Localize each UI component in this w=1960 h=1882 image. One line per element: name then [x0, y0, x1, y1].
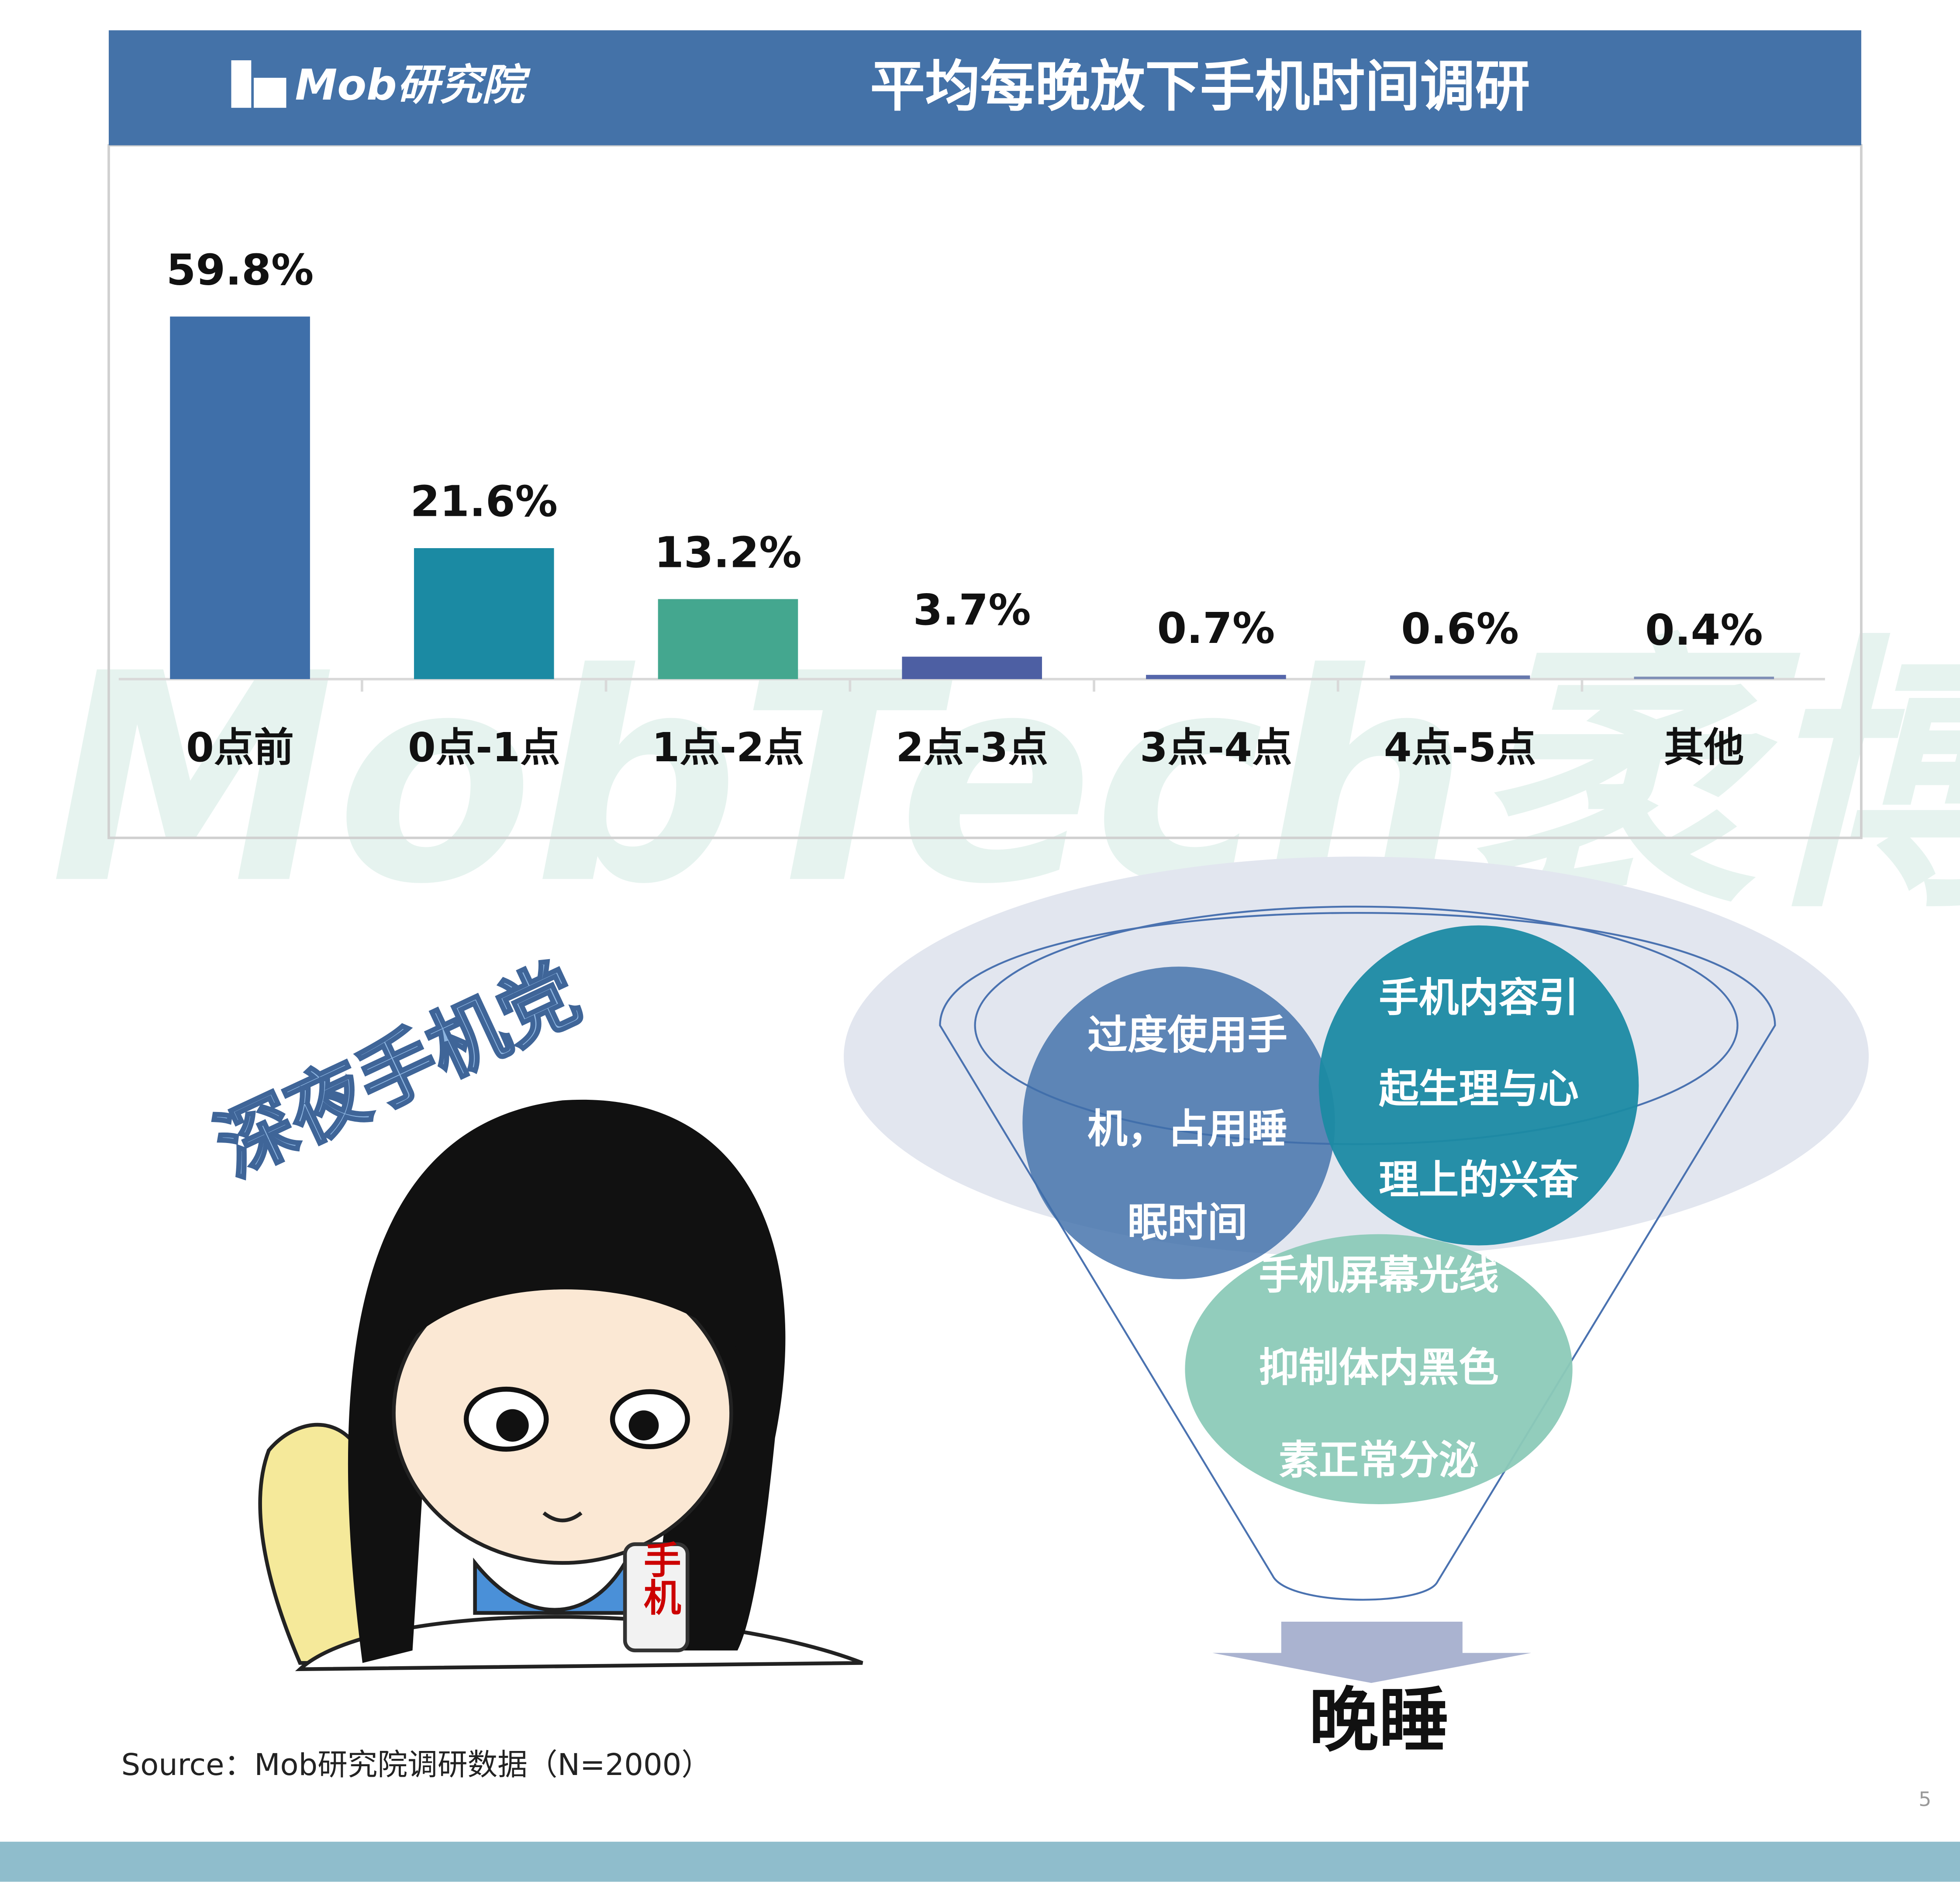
value-label: 3.7% — [913, 585, 1031, 635]
source: Source：Mob研究院调研数据（N=2000） — [121, 1747, 711, 1782]
funnel-text-line: 抑制体内黑色 — [1259, 1344, 1498, 1391]
bar — [658, 599, 798, 679]
header-bar — [109, 30, 1861, 145]
funnel-circle — [1185, 1234, 1573, 1504]
funnel-outline — [939, 912, 1776, 1601]
value-label: 21.6% — [410, 477, 558, 526]
bars: 59.8% 0点前 21.6% 0点-1点 13.2% 1点-2点 3.7% 2点-3点 0.7… — [166, 245, 1774, 771]
x-tick-label: 0点前 — [186, 724, 294, 771]
logo-icon — [254, 78, 286, 108]
funnel-text-line: 手机内容引 — [1379, 974, 1579, 1021]
arrow-body — [1281, 1621, 1463, 1657]
value-label: 0.6% — [1401, 604, 1519, 653]
value-label: 0.4% — [1645, 605, 1763, 655]
header-title: 平均每晚放下手机时间调研 — [870, 54, 1530, 118]
value-label: 13.2% — [654, 528, 802, 577]
arrow-head — [1212, 1653, 1532, 1683]
funnel-result: 晚睡 — [1309, 1679, 1449, 1761]
funnel-text-line: 手机屏幕光线 — [1259, 1252, 1498, 1298]
footer-band — [0, 1841, 1960, 1882]
page-number: 5 — [1919, 1787, 1931, 1811]
funnel-text-line: 过度使用手 — [1087, 1012, 1287, 1058]
cartoon: 手机 — [258, 1099, 863, 1671]
x-tick-label: 1点-2点 — [652, 724, 804, 771]
bar — [414, 548, 554, 679]
funnel-text-line: 机，占用睡 — [1087, 1105, 1287, 1152]
funnel-circle — [1022, 967, 1335, 1279]
funnel-circle — [1318, 925, 1639, 1246]
funnel-text-line: 起生理与心 — [1379, 1065, 1579, 1112]
x-tick-label: 3点-4点 — [1140, 724, 1292, 771]
funnel-text-line: 理上的兴奋 — [1379, 1157, 1579, 1203]
logo-text: Mob研究院 — [295, 60, 531, 110]
bar — [1390, 675, 1530, 679]
x-tick-label: 2点-3点 — [896, 724, 1048, 771]
phone-label: 手机 — [637, 1540, 681, 1616]
x-tick-label: 其他 — [1664, 724, 1744, 771]
value-label: 0.7% — [1157, 604, 1275, 653]
bar — [902, 656, 1042, 679]
bar — [1146, 675, 1286, 679]
x-tick-label: 4点-5点 — [1384, 724, 1536, 771]
logo-icon — [231, 60, 252, 108]
funnel-text-line: 眠时间 — [1128, 1199, 1248, 1246]
funnel-text-line: 素正常分泌 — [1279, 1437, 1479, 1483]
value-label: 59.8% — [166, 245, 314, 294]
bar — [170, 316, 310, 679]
x-tick-label: 0点-1点 — [408, 724, 560, 771]
bar — [1634, 677, 1774, 679]
